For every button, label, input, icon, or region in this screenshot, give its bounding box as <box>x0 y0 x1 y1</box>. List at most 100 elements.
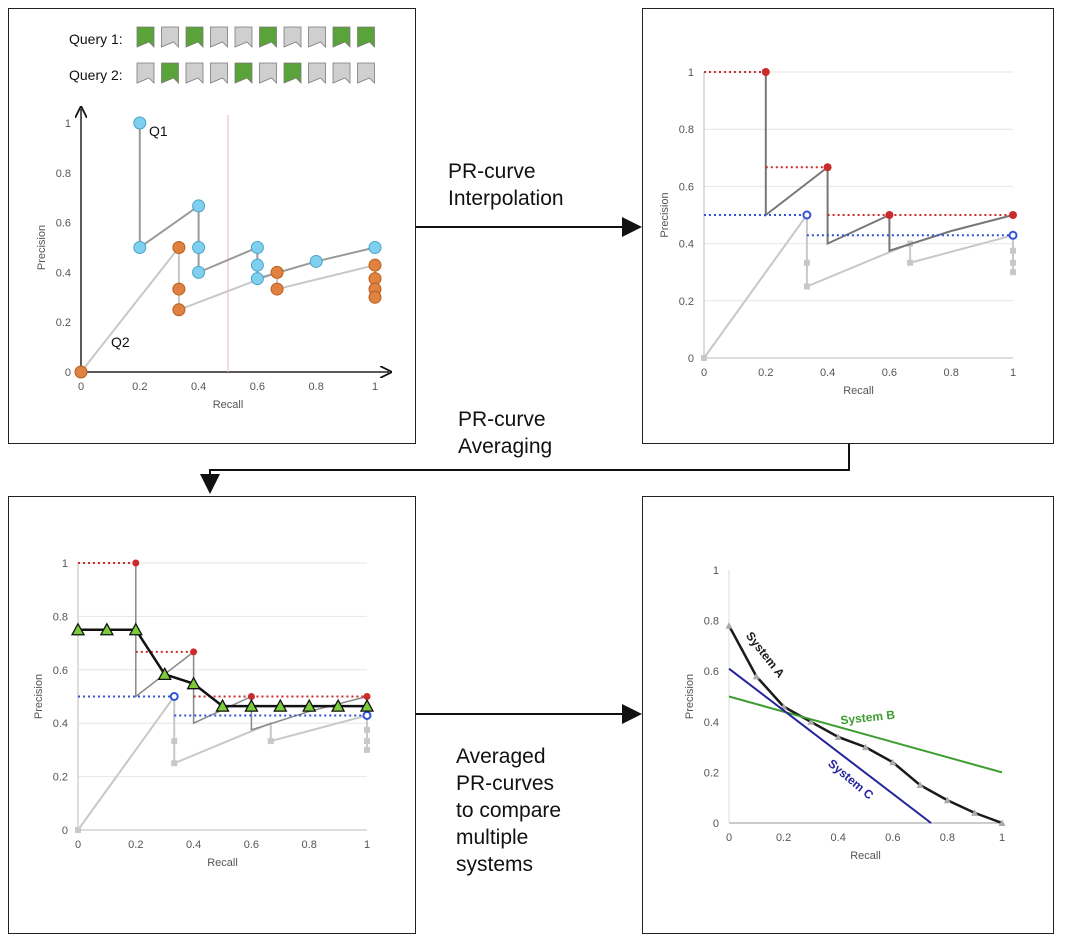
x-tick-label: 0.2 <box>758 367 773 379</box>
q1-interpolated-point <box>1009 211 1017 219</box>
relevant-doc-icon <box>161 62 179 84</box>
q1-curve-line <box>138 123 376 280</box>
relevant-doc-icon <box>185 26 204 48</box>
y-tick-label: 0.4 <box>679 239 694 251</box>
x-tick-label: 0.2 <box>132 381 147 393</box>
y-tick-label: 0 <box>713 818 719 830</box>
nonrelevant-doc-icon <box>210 62 228 84</box>
q1-interpolated-point <box>761 68 770 76</box>
y-axis-label: Precision <box>36 225 48 270</box>
relevant-doc-icon <box>283 62 302 84</box>
y-tick-label: 0.8 <box>679 124 694 136</box>
nonrelevant-doc-icon <box>259 62 277 84</box>
query-1-label: Query 1: <box>69 31 123 47</box>
x-axis-label: Recall <box>850 850 881 862</box>
q2-interpolated-point <box>362 710 372 720</box>
averaged-point <box>128 622 143 636</box>
averaged-point <box>215 698 230 712</box>
y-tick-label: 0.2 <box>679 296 694 308</box>
q1-point <box>192 199 206 213</box>
q2-raw-point <box>364 726 370 733</box>
y-tick-label: 0.4 <box>704 717 719 729</box>
caption-compare: Averaged PR-curves to compare multiple s… <box>456 743 561 878</box>
q2-interpolated-point <box>802 210 812 220</box>
x-tick-label: 0.6 <box>885 832 900 844</box>
y-tick-label: 0.8 <box>704 616 719 628</box>
panel-compare-systems: 0 0.2 0.4 0.6 0.8 1 0 0.2 0.4 0.6 0.8 1 Recall Precis… <box>642 496 1054 934</box>
x-tick-label: 0.8 <box>940 832 955 844</box>
y-tick-label: 0.2 <box>53 772 68 784</box>
q1-interpolated-point <box>132 559 140 567</box>
q1-interpolated-point <box>247 693 255 700</box>
x-axis-label: Recall <box>843 385 874 397</box>
y-tick-label: 0 <box>65 367 71 379</box>
y-tick-label: 0.4 <box>53 718 68 730</box>
x-tick-label: 0.4 <box>820 367 835 379</box>
q1-annotation: Q1 <box>149 123 168 139</box>
nonrelevant-doc-icon <box>136 62 155 84</box>
q2-raw-point <box>907 259 914 266</box>
y-tick-label: 0.6 <box>704 666 719 678</box>
q2-point <box>172 303 186 317</box>
system-a-point <box>725 622 733 629</box>
y-axis-label: Precision <box>659 192 671 237</box>
relevant-doc-icon <box>234 62 253 84</box>
averaged-point <box>331 698 346 712</box>
x-tick-label: 1 <box>372 381 378 393</box>
x-tick-label: 0.8 <box>302 839 317 851</box>
x-tick-label: 1 <box>1010 367 1016 379</box>
y-tick-label: 0.6 <box>56 218 71 230</box>
x-tick-label: 1 <box>999 832 1005 844</box>
q1-point <box>250 241 264 254</box>
caption-interpolation-line2: Interpolation <box>448 187 564 210</box>
q2-raw-point <box>1010 269 1016 276</box>
x-tick-label: 0.8 <box>309 381 324 393</box>
x-tick-label: 0.2 <box>776 832 791 844</box>
x-tick-label: 0.8 <box>944 367 959 379</box>
nonrelevant-doc-icon <box>308 62 326 84</box>
raw-pr-chart: 0 0.2 0.4 0.6 0.8 1 0 0.2 0.4 0.6 0.8 1 Recall Precis… <box>36 26 414 411</box>
averaged-point <box>99 622 114 636</box>
q2-interpolated-point <box>1008 230 1018 240</box>
q1-point <box>368 241 382 254</box>
q2-point <box>172 282 186 296</box>
q2-raw-point <box>364 746 370 753</box>
caption-interpolation: PR-curve Interpolation <box>448 158 564 212</box>
x-tick-label: 0 <box>75 839 81 851</box>
q2-raw-point <box>701 355 707 361</box>
x-tick-label: 0.4 <box>186 839 201 851</box>
q2-raw-point <box>803 283 810 290</box>
q2-point <box>270 282 284 296</box>
system-a-point <box>807 718 815 725</box>
nonrelevant-doc-icon <box>185 62 204 84</box>
y-tick-label: 1 <box>65 118 71 130</box>
panel-interpolation: 0 0.2 0.4 0.6 0.8 1 0 0.2 0.4 0.6 0.8 1 Recall Precis… <box>642 8 1054 444</box>
averaged-point <box>359 698 375 712</box>
averaged-curve-line <box>78 628 367 708</box>
system-a-point <box>971 809 979 816</box>
averaging-chart: 0 0.2 0.4 0.6 0.8 1 0 0.2 0.4 0.6 0.8 1 Recall Precis… <box>33 558 375 869</box>
averaged-point <box>244 698 259 712</box>
x-tick-label: 0.6 <box>882 367 897 379</box>
x-tick-label: 1 <box>364 839 370 851</box>
relevant-doc-icon <box>357 26 375 48</box>
averaged-point <box>273 698 288 712</box>
system-a-point <box>834 733 842 740</box>
q2-point <box>270 265 284 279</box>
query-2-label: Query 2: <box>69 67 123 83</box>
q1-point <box>133 241 147 254</box>
y-tick-label: 0.2 <box>56 317 71 329</box>
caption-averaging-line2: Averaging <box>458 435 553 458</box>
nonrelevant-doc-icon <box>161 26 179 48</box>
relevant-doc-icon <box>136 26 155 48</box>
nonrelevant-doc-icon <box>283 26 302 48</box>
q1-interpolated-point <box>823 163 832 172</box>
caption-compare-line3: to compare <box>456 799 562 822</box>
q2-point <box>368 290 382 304</box>
x-tick-label: 0.2 <box>128 839 143 851</box>
q2-point <box>74 365 88 379</box>
compare-systems-chart: 0 0.2 0.4 0.6 0.8 1 0 0.2 0.4 0.6 0.8 1 Recall Precis… <box>684 565 1006 862</box>
q1-raw-line <box>764 72 1014 253</box>
q1-interpolated-point <box>885 211 894 219</box>
system-a-point <box>862 743 869 751</box>
